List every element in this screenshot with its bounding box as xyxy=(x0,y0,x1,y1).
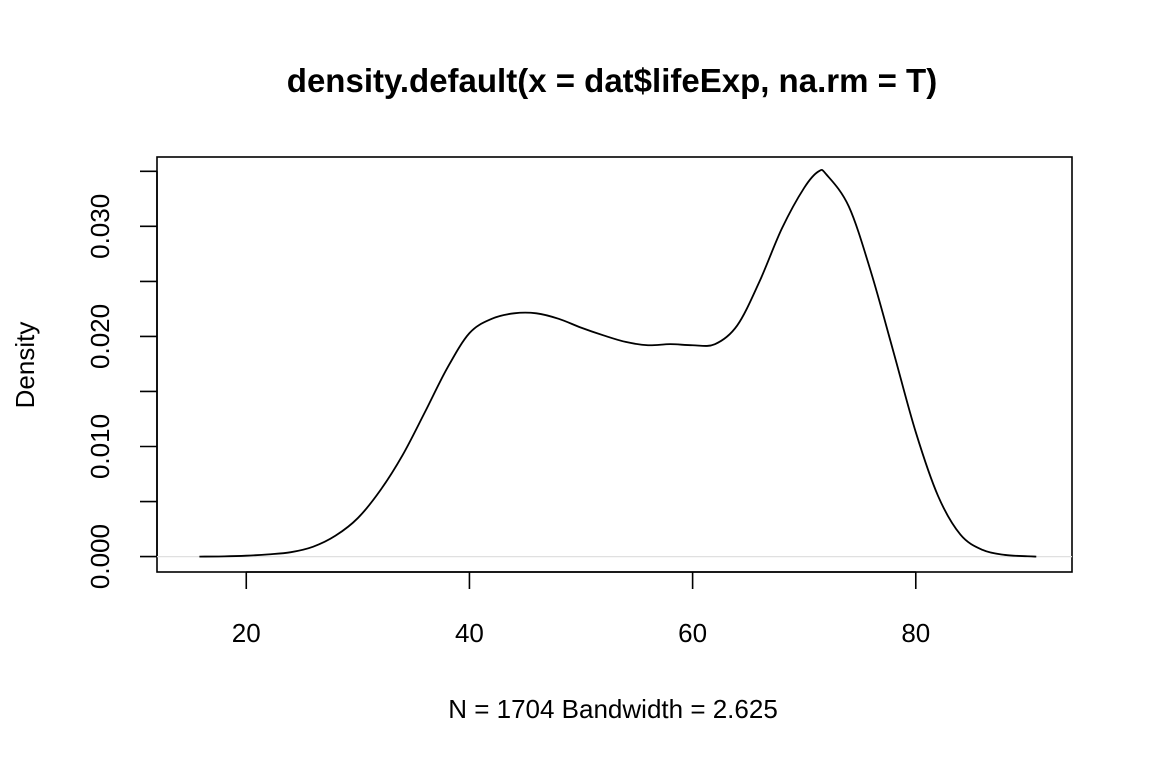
x-axis-label: N = 1704 Bandwidth = 2.625 xyxy=(448,694,778,724)
density-curve-0 xyxy=(199,168,1037,558)
y-tick-label-4: 0.020 xyxy=(85,304,115,369)
y-tick-label-6: 0.030 xyxy=(85,194,115,259)
x-tick-label-40: 40 xyxy=(455,618,484,648)
x-tick-label-80: 80 xyxy=(901,618,930,648)
plot-frame xyxy=(156,156,1073,573)
chart-title: density.default(x = dat$lifeExp, na.rm =… xyxy=(287,62,937,99)
data-layer xyxy=(157,168,1072,558)
x-tick-label-60: 60 xyxy=(678,618,707,648)
y-axis-label: Density xyxy=(10,322,40,409)
y-tick-label-0: 0.000 xyxy=(85,524,115,589)
y-tick-label-2: 0.010 xyxy=(85,414,115,479)
axes: 20 40 60 80 0.000 0.010 0.020 0.030 xyxy=(85,156,1073,648)
x-tick-label-20: 20 xyxy=(232,618,261,648)
